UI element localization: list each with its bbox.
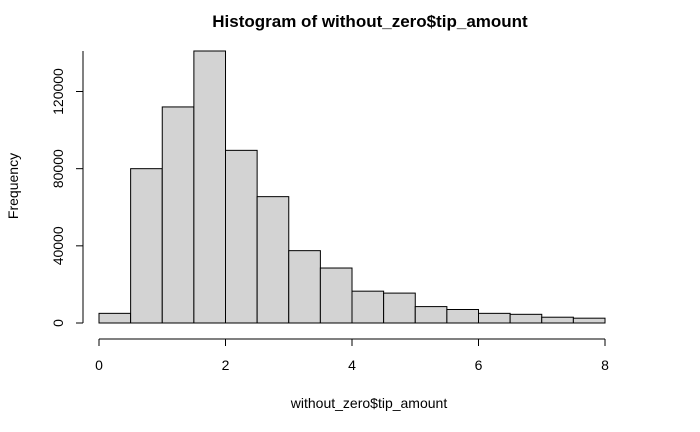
y-tick-label-1: 40000 xyxy=(50,226,66,265)
bar-4 xyxy=(225,149,258,324)
y-tick-label-0: 0 xyxy=(50,319,66,327)
bar-8 xyxy=(351,290,385,324)
bars-group xyxy=(98,50,606,324)
bar-10 xyxy=(414,306,448,324)
bar-1 xyxy=(130,168,163,324)
x-tick-label-1: 2 xyxy=(222,357,230,373)
bar-7 xyxy=(319,267,353,324)
bar-6 xyxy=(288,250,321,324)
y-axis: 0 40000 80000 120000 xyxy=(50,51,84,327)
x-axis-label: without_zero$tip_amount xyxy=(290,395,448,411)
x-tick-label-3: 6 xyxy=(475,357,483,373)
bar-12 xyxy=(478,312,511,324)
bar-15 xyxy=(572,317,606,324)
bar-11 xyxy=(446,309,480,324)
bar-5 xyxy=(256,196,290,324)
x-tick-label-2: 4 xyxy=(348,357,356,373)
y-axis-label: Frequency xyxy=(5,153,21,219)
bar-0 xyxy=(98,312,132,324)
y-tick-label-2: 80000 xyxy=(50,149,66,188)
bar-14 xyxy=(541,316,574,324)
bar-9 xyxy=(383,292,416,324)
bar-13 xyxy=(509,313,543,324)
y-tick-label-3: 120000 xyxy=(50,68,66,115)
x-axis: 0 2 4 6 8 xyxy=(95,338,609,373)
x-tick-label-0: 0 xyxy=(95,357,103,373)
chart-title: Histogram of without_zero$tip_amount xyxy=(212,12,528,31)
x-tick-label-4: 8 xyxy=(601,357,609,373)
bar-3 xyxy=(193,50,227,324)
bar-2 xyxy=(161,106,195,324)
